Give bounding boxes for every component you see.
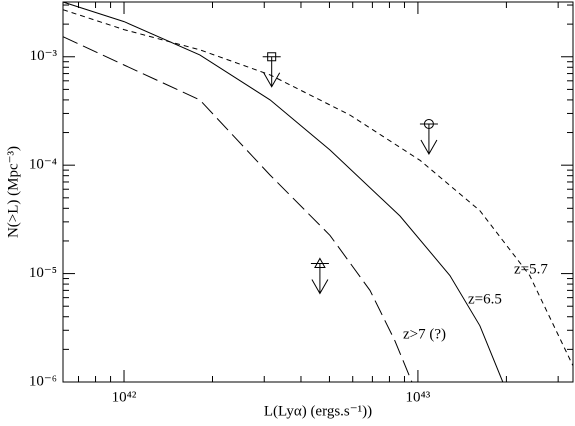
limit-arrow [262, 56, 281, 88]
series-label: z>7 (?) [403, 326, 446, 342]
x-axis-label: L(Lyα) (ergs.s⁻¹)) [264, 403, 372, 419]
x-tick-label: 10⁴² [112, 389, 137, 405]
y-tick-label: 10⁻³ [30, 48, 58, 64]
series-label: z=5.7 [514, 261, 548, 277]
y-axis-label: N(>L) (Mpc⁻³) [5, 146, 21, 238]
limit-arrow [310, 262, 329, 295]
x-tick-label: 10⁴³ [406, 389, 431, 405]
y-tick-label: 10⁻⁶ [29, 373, 57, 389]
y-tick-label: 10⁻⁴ [29, 157, 57, 173]
series-line [62, 1, 504, 383]
y-tick-label: 10⁻⁵ [29, 265, 57, 281]
limit-arrow [419, 123, 438, 155]
series-line [62, 9, 574, 367]
series-line [62, 36, 413, 383]
plot-frame [62, 1, 574, 383]
series-label: z=6.5 [468, 291, 502, 307]
